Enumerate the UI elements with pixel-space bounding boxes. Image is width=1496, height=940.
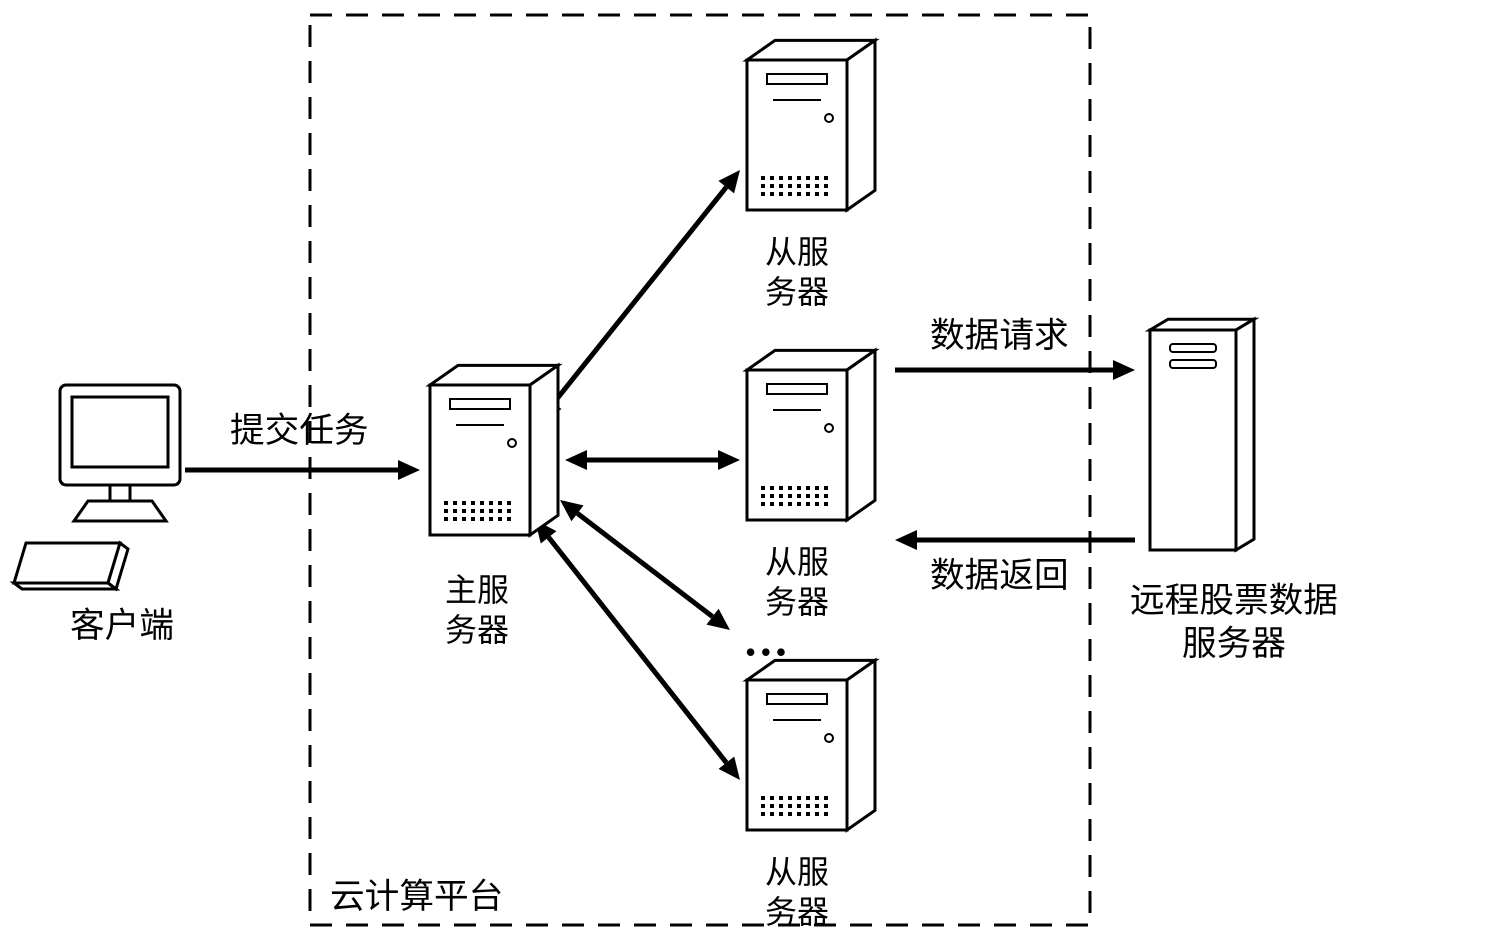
submit-task-label: 提交任务 — [230, 410, 369, 453]
remote-server-label: 远程股票数据 服务器 — [1130, 580, 1338, 667]
diagram-stage: 客户端 提交任务 云计算平台 主服 务器 从服 务器 从服 务器 从服 务器 •… — [0, 0, 1496, 940]
master-server-label: 主服 务器 — [445, 570, 509, 650]
slave3-label: 从服 务器 — [765, 852, 829, 932]
slave2-label: 从服 务器 — [765, 542, 829, 622]
cloud-platform-label: 云计算平台 — [330, 876, 503, 919]
data-return-label: 数据返回 — [930, 555, 1069, 598]
client-label: 客户端 — [70, 605, 174, 648]
data-request-label: 数据请求 — [930, 315, 1069, 358]
slave1-label: 从服 务器 — [765, 232, 829, 312]
diagram-svg — [0, 0, 1496, 940]
ellipsis-label: ••• — [745, 632, 791, 672]
